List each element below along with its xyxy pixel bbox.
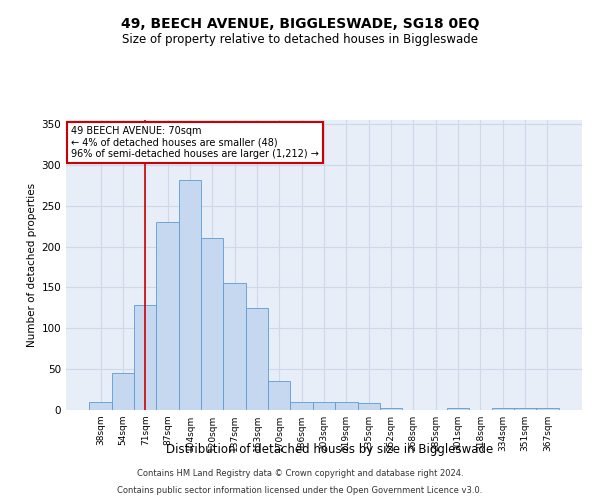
Text: 49 BEECH AVENUE: 70sqm
← 4% of detached houses are smaller (48)
96% of semi-deta: 49 BEECH AVENUE: 70sqm ← 4% of detached …	[71, 126, 319, 159]
Bar	[179, 180, 201, 410]
Bar	[157, 222, 179, 410]
Bar	[246, 308, 268, 410]
Y-axis label: Number of detached properties: Number of detached properties	[27, 183, 37, 347]
Bar	[380, 408, 402, 410]
Bar	[313, 402, 335, 410]
Bar	[491, 408, 514, 410]
Text: 49, BEECH AVENUE, BIGGLESWADE, SG18 0EQ: 49, BEECH AVENUE, BIGGLESWADE, SG18 0EQ	[121, 18, 479, 32]
Text: Size of property relative to detached houses in Biggleswade: Size of property relative to detached ho…	[122, 32, 478, 46]
Bar	[290, 402, 313, 410]
Bar	[112, 373, 134, 410]
Text: Contains public sector information licensed under the Open Government Licence v3: Contains public sector information licen…	[118, 486, 482, 495]
Bar	[514, 408, 536, 410]
Bar	[268, 382, 290, 410]
Bar	[89, 402, 112, 410]
Bar	[447, 408, 469, 410]
Bar	[358, 404, 380, 410]
Bar	[335, 402, 358, 410]
Bar	[536, 408, 559, 410]
Text: Contains HM Land Registry data © Crown copyright and database right 2024.: Contains HM Land Registry data © Crown c…	[137, 468, 463, 477]
Bar	[201, 238, 223, 410]
Text: Distribution of detached houses by size in Biggleswade: Distribution of detached houses by size …	[166, 442, 494, 456]
Bar	[223, 284, 246, 410]
Bar	[134, 306, 157, 410]
